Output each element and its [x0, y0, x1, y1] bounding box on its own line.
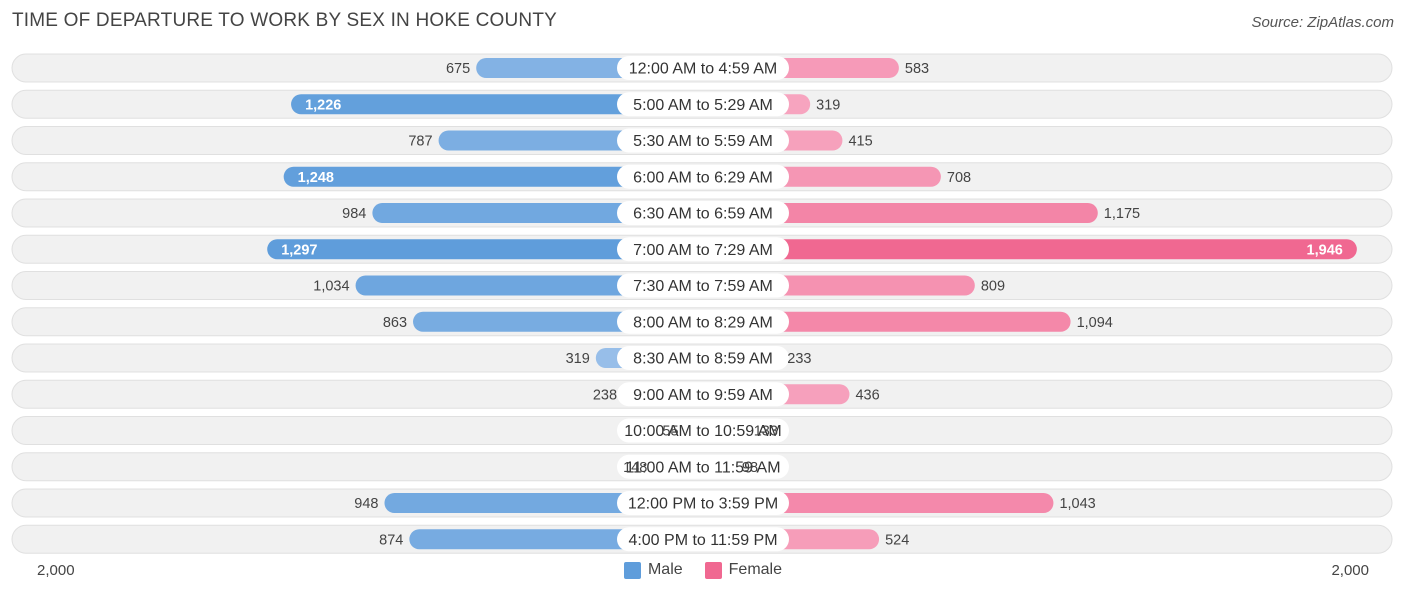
legend-swatch-female: [704, 561, 722, 579]
value-label-female: 98: [742, 460, 758, 476]
value-label-male: 1,248: [298, 170, 334, 186]
value-label-male: 787: [408, 134, 432, 150]
bar-female: [703, 203, 1098, 223]
value-label-male: 319: [566, 351, 590, 367]
category-label: 5:00 AM to 5:29 AM: [633, 97, 773, 114]
chart-title: TIME OF DEPARTURE TO WORK BY SEX IN HOKE…: [12, 10, 557, 31]
category-label: 4:00 PM to 11:59 PM: [628, 532, 777, 549]
value-label-male: 675: [446, 61, 470, 77]
bar-female: [703, 239, 1357, 260]
category-label-bg: [617, 92, 789, 117]
category-label: 12:00 PM to 3:59 PM: [628, 496, 778, 513]
value-label-female: 415: [848, 134, 872, 150]
value-label-male: 1,226: [305, 97, 341, 113]
legend-item-female: Female: [704, 561, 783, 579]
bar-male: [355, 275, 703, 296]
chart-area: 12:00 AM to 4:59 AM 675 583 5:00 AM to 5:29…: [11, 53, 1393, 554]
legend-item-male: Male: [623, 561, 683, 579]
bar-male: [291, 94, 703, 115]
bar-male: [267, 239, 703, 260]
value-label-male: 1,034: [313, 279, 349, 295]
category-label: 10:00 AM to 10:59 AM: [624, 423, 781, 440]
category-label: 12:00 AM to 4:59 AM: [629, 61, 778, 78]
value-label-male: 984: [342, 206, 366, 222]
legend-label-female: Female: [728, 561, 783, 578]
category-label-bg: [617, 527, 789, 552]
category-label: 11:00 AM to 11:59 AM: [625, 459, 780, 476]
bar-female: [703, 311, 1071, 332]
category-label-bg: [617, 454, 789, 479]
category-label-bg: [617, 273, 789, 298]
value-label-female: 524: [885, 532, 909, 548]
bar-female: [703, 493, 1054, 513]
value-label-female: 319: [816, 97, 840, 113]
category-label-bg: [617, 201, 789, 225]
legend-swatch-male: [623, 561, 641, 579]
category-label: 6:30 AM to 6:59 AM: [633, 206, 773, 223]
value-label-male: 874: [379, 532, 403, 548]
category-label-bg: [617, 418, 789, 443]
category-label: 8:00 AM to 8:29 AM: [633, 314, 773, 331]
bar-male: [283, 166, 703, 187]
value-label-male: 148: [623, 460, 647, 476]
category-label-bg: [617, 56, 789, 80]
category-label-bg: [617, 309, 789, 334]
value-label-female: 133: [754, 424, 778, 440]
value-label-male: 863: [383, 315, 407, 331]
value-label-female: 1,175: [1104, 206, 1140, 222]
value-label-male: 238: [593, 387, 617, 403]
value-label-female: 1,946: [1307, 242, 1343, 258]
category-label-bg: [617, 164, 789, 189]
value-label-female: 708: [947, 170, 971, 186]
value-label-female: 809: [981, 279, 1005, 295]
category-label: 8:30 AM to 8:59 AM: [633, 351, 773, 368]
value-label-female: 583: [905, 61, 929, 77]
category-label: 7:30 AM to 7:59 AM: [633, 278, 773, 295]
category-label: 5:30 AM to 5:59 AM: [633, 133, 773, 150]
value-label-female: 1,043: [1059, 496, 1095, 512]
value-label-female: 1,094: [1077, 315, 1113, 331]
category-label-bg: [617, 128, 789, 153]
category-label-bg: [617, 382, 789, 407]
value-label-male: 948: [354, 496, 378, 512]
category-label-bg: [617, 346, 789, 370]
value-label-male: 1,297: [281, 242, 317, 258]
category-label-bg: [617, 491, 789, 515]
legend: Male Female: [0, 561, 1406, 579]
category-label-bg: [617, 237, 789, 262]
category-label: 9:00 AM to 9:59 AM: [633, 387, 773, 404]
source-credit: Source: ZipAtlas.com: [1251, 14, 1394, 31]
axis-right-label: 2,000: [1331, 562, 1369, 579]
axis-left-label: 2,000: [37, 562, 75, 579]
value-label-male: 55: [662, 424, 678, 440]
value-label-female: 436: [855, 387, 879, 403]
value-label-female: 233: [787, 351, 811, 367]
category-label: 6:00 AM to 6:29 AM: [633, 169, 773, 186]
category-label: 7:00 AM to 7:29 AM: [633, 242, 773, 259]
legend-label-male: Male: [647, 561, 683, 578]
